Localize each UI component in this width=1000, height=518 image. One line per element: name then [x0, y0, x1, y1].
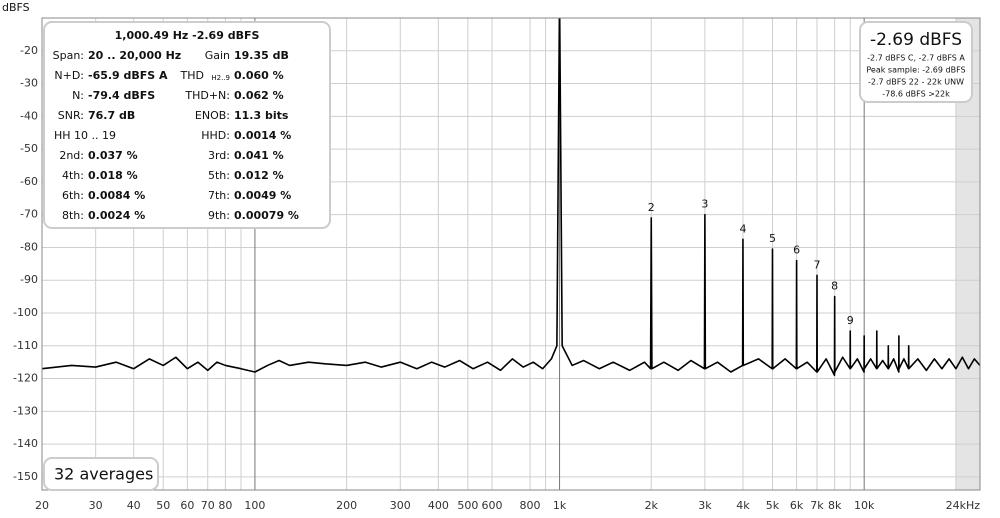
info-value: 0.041 % [234, 149, 284, 162]
y-tick-label: -90 [20, 273, 38, 286]
info-label: 9th: [208, 209, 230, 222]
info-label: 4th: [62, 169, 84, 182]
info-panel [43, 21, 331, 229]
x-tick-label: 60 [180, 499, 194, 512]
harmonic-label: 4 [739, 222, 746, 235]
x-tick-label: 20 [35, 499, 49, 512]
info-value: 0.012 % [234, 169, 284, 182]
harmonic-label: 9 [847, 314, 854, 327]
info-label: 2nd: [59, 149, 84, 162]
x-tick-label: 800 [520, 499, 541, 512]
y-tick-label: -110 [13, 339, 38, 352]
info-value: -79.4 dBFS [88, 89, 155, 102]
info-label: THD+N: [184, 89, 230, 102]
x-tick-label: 5k [766, 499, 780, 512]
info-value: -65.9 dBFS A [88, 69, 168, 82]
x-tick-label: 10k [854, 499, 875, 512]
harmonic-label: 7 [813, 258, 820, 271]
info-value: 0.037 % [88, 149, 138, 162]
info-value: 19.35 dB [234, 49, 289, 62]
overlay: 2 3 4 5 678 9 1,000.49 Hz -2.69 dBFS Span: 20 ..… [43, 21, 973, 491]
info-value: 0.0049 % [234, 189, 291, 202]
x-tick-label: 100 [244, 499, 265, 512]
x-tick-label: 2k [645, 499, 659, 512]
y-tick-label: -50 [20, 142, 38, 155]
level-value: -2.69 dBFS [870, 30, 962, 50]
plot-frame [41, 17, 981, 491]
info-value: 0.062 % [234, 89, 284, 102]
x-tick-label: 7k [810, 499, 824, 512]
info-value: 0.0014 % [234, 129, 291, 142]
x-tick-label: 50 [156, 499, 170, 512]
x-tick-label: 500 [457, 499, 478, 512]
y-tick-label: -70 [20, 208, 38, 221]
x-tick-label: 80 [218, 499, 232, 512]
y-tick-label: -150 [13, 470, 38, 483]
y-tick-label: -100 [13, 306, 38, 319]
x-tick-label: 8k [828, 499, 842, 512]
harmonic-label: 6 [793, 244, 800, 257]
y-tick-label: -40 [20, 109, 38, 122]
info-label: SNR: [58, 109, 84, 122]
y-tick-label: -120 [13, 372, 38, 385]
info-header: 1,000.49 Hz -2.69 dBFS [115, 29, 260, 42]
x-tick-label: 24kHz [946, 499, 981, 512]
y-tick-label: -20 [20, 44, 38, 57]
y-tick-label: -140 [13, 437, 38, 450]
harmonic-label: 2 [648, 201, 655, 214]
info-label: Span: [53, 49, 84, 62]
info-label: N+D: [54, 69, 84, 82]
info-value: 0.00079 % [234, 209, 299, 222]
info-label: 8th: [62, 209, 84, 222]
info-label: ENOB: [195, 109, 230, 122]
info-value: 76.7 dB [88, 109, 135, 122]
x-tick-label: 300 [390, 499, 411, 512]
x-tick-label: 70 [201, 499, 215, 512]
info-label: HH 10 .. 19 [54, 129, 116, 142]
level-line: -2.7 dBFS C, -2.7 dBFS A [867, 54, 965, 63]
info-value: 11.3 bits [234, 109, 289, 122]
y-tick-label: -130 [13, 404, 38, 417]
x-tick-label: 40 [127, 499, 141, 512]
x-tick-label: 400 [428, 499, 449, 512]
spectrum-line [42, 18, 980, 377]
info-label: THD [180, 69, 204, 82]
info-value: 0.018 % [88, 169, 138, 182]
harmonic-label: 3 [701, 198, 708, 211]
info-value: 0.0084 % [88, 189, 145, 202]
info-value: 0.0024 % [88, 209, 145, 222]
info-value: 0.060 % [234, 69, 284, 82]
x-tick-label: 4k [736, 499, 750, 512]
info-label: 6th: [62, 189, 84, 202]
x-tick-label: 200 [336, 499, 357, 512]
info-label: Gain [205, 49, 230, 62]
x-tick-label: 3k [698, 499, 712, 512]
x-tick-label: 1k [553, 499, 567, 512]
plot [42, 18, 980, 377]
info-label: 5th: [208, 169, 230, 182]
level-panel [859, 21, 973, 103]
info-label: 3rd: [208, 149, 230, 162]
level-line: -78.6 dBFS >22k [882, 90, 950, 99]
y-tick-label: -60 [20, 175, 38, 188]
x-tick-label: 6k [790, 499, 804, 512]
averages-label: 32 averages [54, 465, 153, 484]
y-tick-label: -80 [20, 240, 38, 253]
level-line: Peak sample: -2.69 dBFS [866, 66, 965, 75]
y-tick-label: -30 [20, 77, 38, 90]
averages-box [43, 457, 159, 491]
info-value: 20 .. 20,000 Hz [88, 49, 181, 62]
info-sub: H2..9 [211, 74, 230, 82]
x-tick-label: 30 [89, 499, 103, 512]
info-label: N: [72, 89, 84, 102]
harmonic-label: 5 [769, 232, 776, 245]
x-tick-label: 600 [481, 499, 502, 512]
level-line: -2.7 dBFS 22 - 22k UNW [868, 78, 964, 87]
harmonic-label: 8 [831, 280, 838, 293]
info-label: 7th: [208, 189, 230, 202]
y-axis-label: dBFS [2, 1, 30, 14]
info-label: HHD: [201, 129, 230, 142]
